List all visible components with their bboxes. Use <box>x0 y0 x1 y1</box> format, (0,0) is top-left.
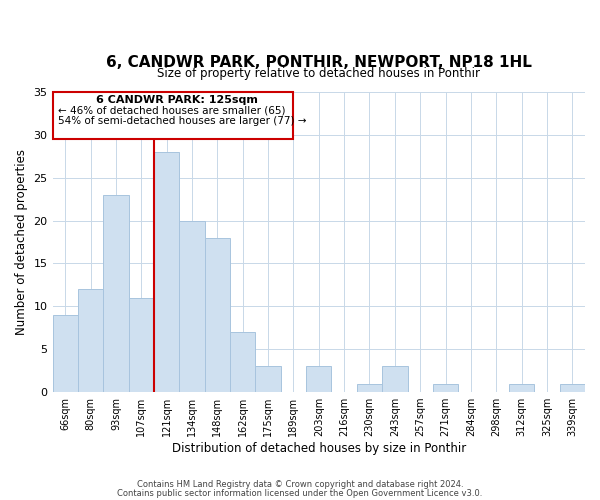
Text: 54% of semi-detached houses are larger (77) →: 54% of semi-detached houses are larger (… <box>58 116 306 126</box>
Bar <box>205 238 230 392</box>
Bar <box>560 384 585 392</box>
Bar <box>53 315 78 392</box>
Bar <box>128 298 154 392</box>
Text: ← 46% of detached houses are smaller (65): ← 46% of detached houses are smaller (65… <box>58 106 285 116</box>
Bar <box>154 152 179 392</box>
Text: 6 CANDWR PARK: 125sqm: 6 CANDWR PARK: 125sqm <box>96 96 258 106</box>
Bar <box>256 366 281 392</box>
FancyBboxPatch shape <box>53 92 293 139</box>
Bar <box>357 384 382 392</box>
Bar <box>103 195 128 392</box>
Y-axis label: Number of detached properties: Number of detached properties <box>15 149 28 335</box>
Text: Contains public sector information licensed under the Open Government Licence v3: Contains public sector information licen… <box>118 488 482 498</box>
Bar <box>509 384 534 392</box>
Text: Size of property relative to detached houses in Ponthir: Size of property relative to detached ho… <box>157 67 480 80</box>
Bar <box>433 384 458 392</box>
X-axis label: Distribution of detached houses by size in Ponthir: Distribution of detached houses by size … <box>172 442 466 455</box>
Bar <box>179 220 205 392</box>
Bar <box>306 366 331 392</box>
Bar <box>382 366 407 392</box>
Text: Contains HM Land Registry data © Crown copyright and database right 2024.: Contains HM Land Registry data © Crown c… <box>137 480 463 489</box>
Title: 6, CANDWR PARK, PONTHIR, NEWPORT, NP18 1HL: 6, CANDWR PARK, PONTHIR, NEWPORT, NP18 1… <box>106 55 532 70</box>
Bar <box>78 289 103 392</box>
Bar <box>230 332 256 392</box>
